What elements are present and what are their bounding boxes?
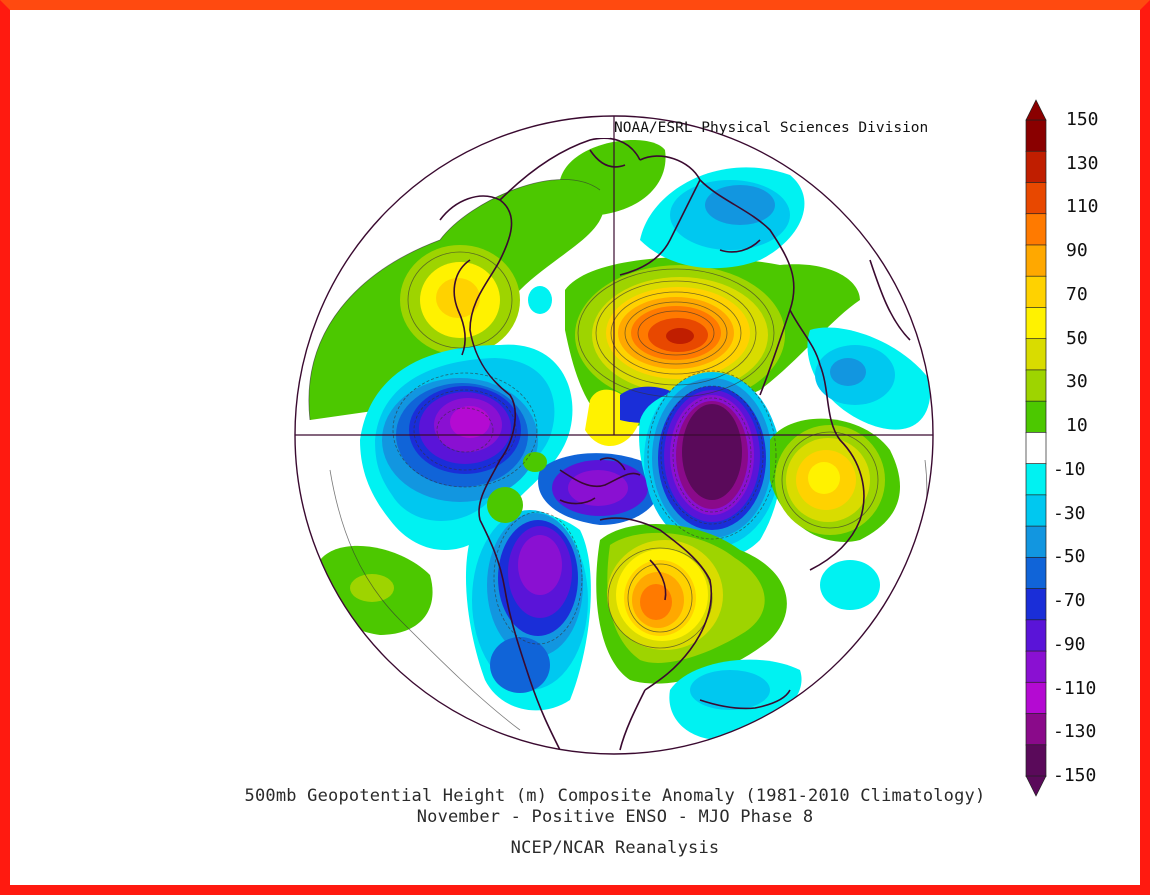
credit-label: NOAA/ESRL Physical Sciences Division — [614, 120, 929, 136]
anomaly-negative-east — [639, 372, 782, 559]
graticule — [295, 116, 933, 436]
anomaly-negative-se — [820, 560, 880, 610]
colorbar-label: 70 — [1066, 283, 1088, 305]
caption-title: 500mb Geopotential Height (m) Composite … — [244, 786, 986, 806]
anomaly-positive-small-2 — [523, 452, 547, 472]
colorbar — [1025, 99, 1047, 797]
anomaly-negative-ne — [640, 167, 931, 430]
anomaly-field — [295, 116, 933, 754]
colorbar-label: -30 — [1053, 502, 1086, 524]
caption-subtitle: November - Positive ENSO - MJO Phase 8 — [416, 807, 814, 827]
colorbar-max-arrow — [1025, 99, 1047, 121]
anomaly-positive-small-1 — [487, 487, 523, 523]
caption-dataset: NCEP/NCAR Reanalysis — [510, 838, 720, 858]
anomaly-positive-siberia — [308, 179, 604, 420]
colorbar-label: 130 — [1066, 152, 1099, 174]
colorbar-label: -110 — [1053, 677, 1097, 699]
colorbar-min-arrow — [1025, 775, 1047, 797]
colorbar-label: 10 — [1066, 415, 1088, 437]
colorbar-label: 50 — [1066, 327, 1088, 349]
colorbar-label: -150 — [1053, 765, 1097, 786]
colorbar-label: 150 — [1066, 109, 1099, 130]
colorbar-label: 110 — [1066, 196, 1099, 218]
credit-box — [590, 118, 610, 138]
colorbar-label: -70 — [1053, 590, 1086, 612]
colorbar-label: -90 — [1053, 633, 1086, 655]
map-boundary — [294, 115, 934, 755]
coastlines — [439, 137, 911, 751]
colorbar-label: 30 — [1066, 371, 1088, 393]
colorbar-label: 90 — [1066, 240, 1088, 262]
colorbar-label: -10 — [1053, 458, 1086, 480]
colorbar-label: -130 — [1053, 721, 1097, 743]
anomaly-negative-west — [360, 344, 573, 550]
colorbar-label: -50 — [1053, 546, 1086, 568]
